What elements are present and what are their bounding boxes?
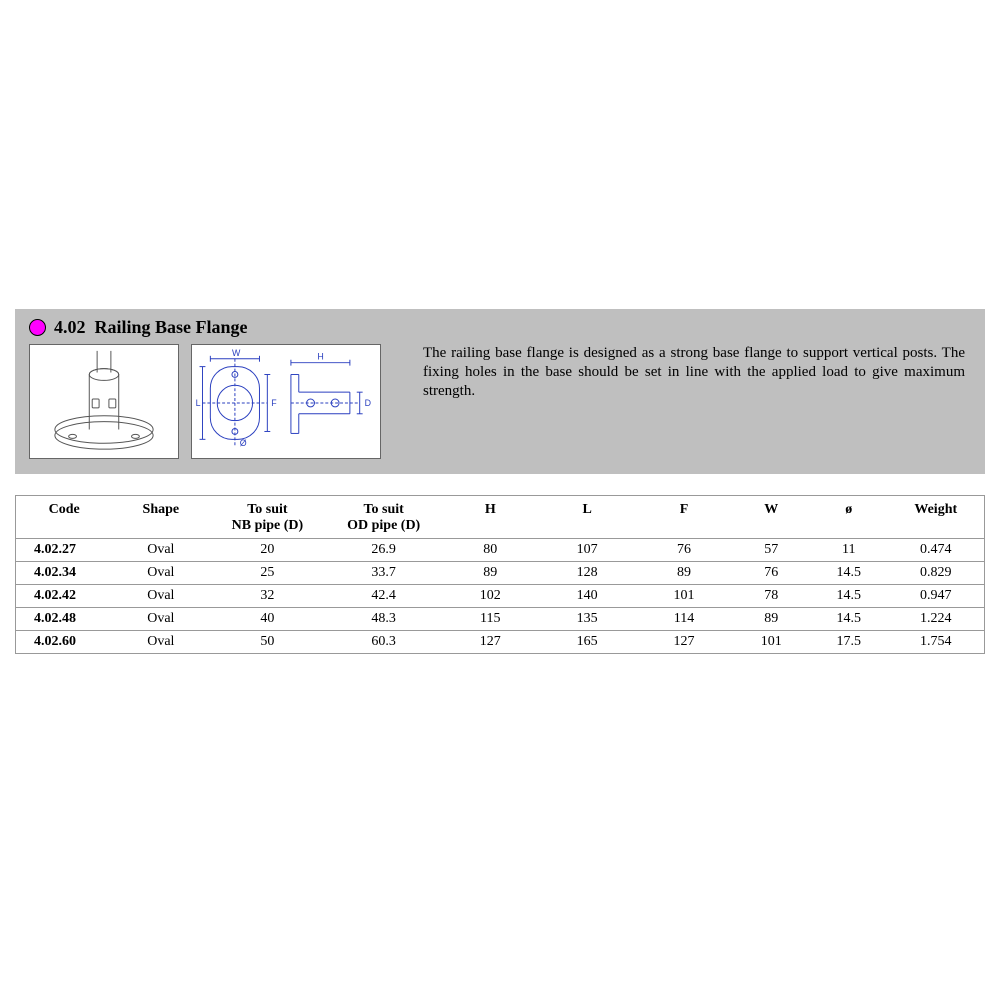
col-header-f: F bbox=[636, 496, 733, 539]
spec-table-head: CodeShapeTo suitNB pipe (D)To suitOD pip… bbox=[16, 496, 985, 539]
cell-f: 89 bbox=[636, 562, 733, 585]
dim-label-d: D bbox=[365, 398, 371, 408]
cell-dia: 14.5 bbox=[810, 608, 888, 631]
cell-od: 48.3 bbox=[326, 608, 442, 631]
cell-nb: 40 bbox=[209, 608, 325, 631]
spec-table-body: 4.02.27Oval2026.9801077657110.4744.02.34… bbox=[16, 539, 985, 654]
cell-l: 165 bbox=[539, 631, 636, 654]
cell-w: 76 bbox=[732, 562, 810, 585]
cell-dia: 14.5 bbox=[810, 585, 888, 608]
cell-shape: Oval bbox=[112, 631, 209, 654]
cell-h: 102 bbox=[442, 585, 539, 608]
spec-table: CodeShapeTo suitNB pipe (D)To suitOD pip… bbox=[15, 495, 985, 654]
cell-h: 127 bbox=[442, 631, 539, 654]
cell-od: 42.4 bbox=[326, 585, 442, 608]
cell-l: 107 bbox=[539, 539, 636, 562]
spec-table-wrap: CodeShapeTo suitNB pipe (D)To suitOD pip… bbox=[15, 495, 985, 654]
cell-f: 114 bbox=[636, 608, 733, 631]
col-header-dia: ø bbox=[810, 496, 888, 539]
cell-code: 4.02.42 bbox=[16, 585, 113, 608]
bullet-icon bbox=[29, 319, 46, 336]
cell-code: 4.02.60 bbox=[16, 631, 113, 654]
cell-code: 4.02.48 bbox=[16, 608, 113, 631]
col-header-l: L bbox=[539, 496, 636, 539]
illustration-3d bbox=[29, 344, 179, 459]
cell-wt: 1.754 bbox=[888, 631, 985, 654]
cell-code: 4.02.27 bbox=[16, 539, 113, 562]
cell-shape: Oval bbox=[112, 585, 209, 608]
table-row: 4.02.27Oval2026.9801077657110.474 bbox=[16, 539, 985, 562]
cell-w: 78 bbox=[732, 585, 810, 608]
cell-w: 57 bbox=[732, 539, 810, 562]
cell-nb: 20 bbox=[209, 539, 325, 562]
cell-f: 127 bbox=[636, 631, 733, 654]
header-content: W L F H D Ø The railing base flange is d… bbox=[29, 344, 971, 459]
section-number: 4.02 bbox=[54, 317, 86, 337]
cell-shape: Oval bbox=[112, 608, 209, 631]
section-title-row: 4.02 Railing Base Flange bbox=[29, 317, 971, 338]
section-description: The railing base flange is designed as a… bbox=[393, 344, 971, 400]
cell-dia: 14.5 bbox=[810, 562, 888, 585]
cell-dia: 11 bbox=[810, 539, 888, 562]
cell-wt: 0.474 bbox=[888, 539, 985, 562]
col-header-shape: Shape bbox=[112, 496, 209, 539]
cell-h: 115 bbox=[442, 608, 539, 631]
col-header-h: H bbox=[442, 496, 539, 539]
dim-label-f: F bbox=[271, 398, 277, 408]
cell-l: 140 bbox=[539, 585, 636, 608]
cell-shape: Oval bbox=[112, 562, 209, 585]
table-row: 4.02.60Oval5060.312716512710117.51.754 bbox=[16, 631, 985, 654]
col-header-nb: To suitNB pipe (D) bbox=[209, 496, 325, 539]
col-header-w: W bbox=[732, 496, 810, 539]
cell-h: 80 bbox=[442, 539, 539, 562]
cell-shape: Oval bbox=[112, 539, 209, 562]
table-row: 4.02.42Oval3242.41021401017814.50.947 bbox=[16, 585, 985, 608]
col-header-wt: Weight bbox=[888, 496, 985, 539]
cell-dia: 17.5 bbox=[810, 631, 888, 654]
cell-nb: 32 bbox=[209, 585, 325, 608]
cell-od: 26.9 bbox=[326, 539, 442, 562]
cell-l: 135 bbox=[539, 608, 636, 631]
illustration-dimensions: W L F H D Ø bbox=[191, 344, 381, 459]
cell-nb: 25 bbox=[209, 562, 325, 585]
cell-wt: 1.224 bbox=[888, 608, 985, 631]
cell-f: 101 bbox=[636, 585, 733, 608]
cell-l: 128 bbox=[539, 562, 636, 585]
dim-label-h: H bbox=[317, 352, 323, 362]
table-row: 4.02.48Oval4048.31151351148914.51.224 bbox=[16, 608, 985, 631]
col-header-od: To suitOD pipe (D) bbox=[326, 496, 442, 539]
dim-label-dia: Ø bbox=[240, 438, 247, 448]
cell-f: 76 bbox=[636, 539, 733, 562]
col-header-code: Code bbox=[16, 496, 113, 539]
section-header-band: 4.02 Railing Base Flange bbox=[15, 309, 985, 474]
cell-wt: 0.829 bbox=[888, 562, 985, 585]
cell-h: 89 bbox=[442, 562, 539, 585]
cell-nb: 50 bbox=[209, 631, 325, 654]
cell-od: 33.7 bbox=[326, 562, 442, 585]
table-row: 4.02.34Oval2533.789128897614.50.829 bbox=[16, 562, 985, 585]
section-title: 4.02 Railing Base Flange bbox=[54, 317, 248, 338]
dim-label-l: L bbox=[196, 398, 201, 408]
cell-w: 89 bbox=[732, 608, 810, 631]
section-name: Railing Base Flange bbox=[95, 317, 248, 337]
dim-label-w: W bbox=[232, 348, 241, 358]
cell-code: 4.02.34 bbox=[16, 562, 113, 585]
cell-w: 101 bbox=[732, 631, 810, 654]
cell-od: 60.3 bbox=[326, 631, 442, 654]
cell-wt: 0.947 bbox=[888, 585, 985, 608]
